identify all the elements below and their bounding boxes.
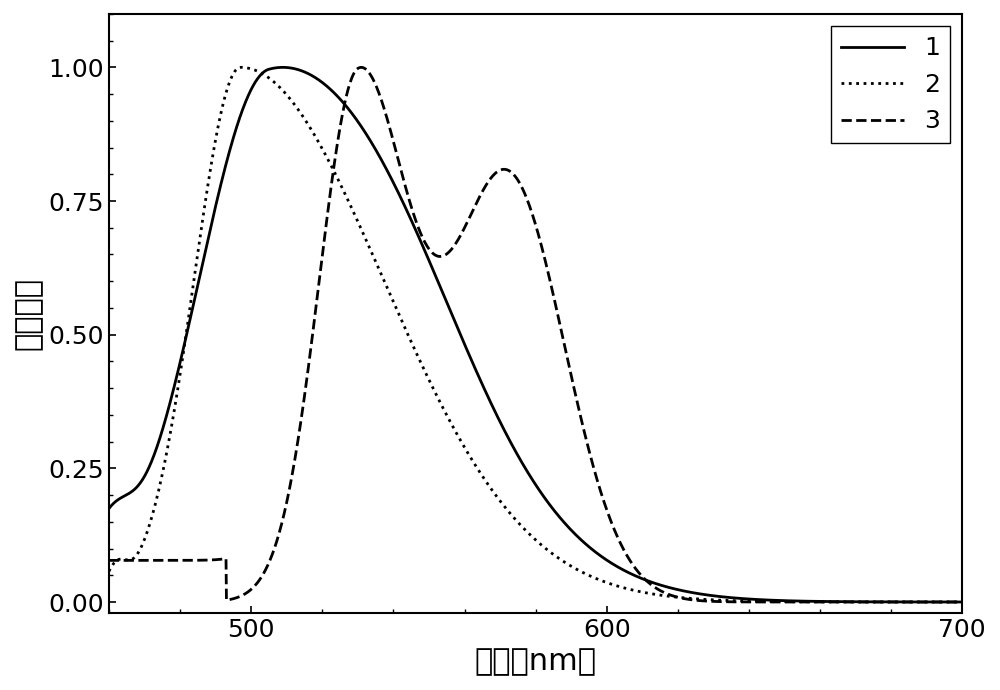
1 — [963, 598, 975, 606]
2 — [522, 529, 534, 537]
2 — [781, 598, 793, 606]
Line: 2: 2 — [109, 68, 969, 602]
2 — [963, 598, 975, 606]
2 — [939, 598, 951, 606]
2 — [499, 503, 511, 511]
1 — [147, 454, 159, 462]
Line: 1: 1 — [109, 68, 969, 602]
1 — [277, 63, 289, 72]
1 — [939, 598, 951, 606]
3 — [147, 556, 159, 564]
3 — [963, 598, 975, 606]
2 — [147, 509, 159, 518]
3 — [355, 63, 367, 72]
Line: 3: 3 — [109, 68, 969, 602]
3 — [781, 598, 793, 606]
3 — [939, 598, 951, 606]
Y-axis label: 发射强度: 发射强度 — [14, 277, 43, 350]
3 — [938, 598, 950, 606]
3 — [103, 556, 115, 564]
3 — [499, 165, 511, 173]
1 — [103, 504, 115, 513]
2 — [938, 598, 950, 606]
2 — [103, 567, 115, 575]
1 — [938, 598, 950, 606]
3 — [522, 197, 534, 205]
1 — [522, 469, 534, 477]
Legend: 1, 2, 3: 1, 2, 3 — [831, 26, 950, 144]
X-axis label: 波长（nm）: 波长（nm） — [475, 647, 597, 676]
1 — [781, 597, 793, 605]
1 — [499, 427, 511, 435]
2 — [235, 63, 247, 72]
